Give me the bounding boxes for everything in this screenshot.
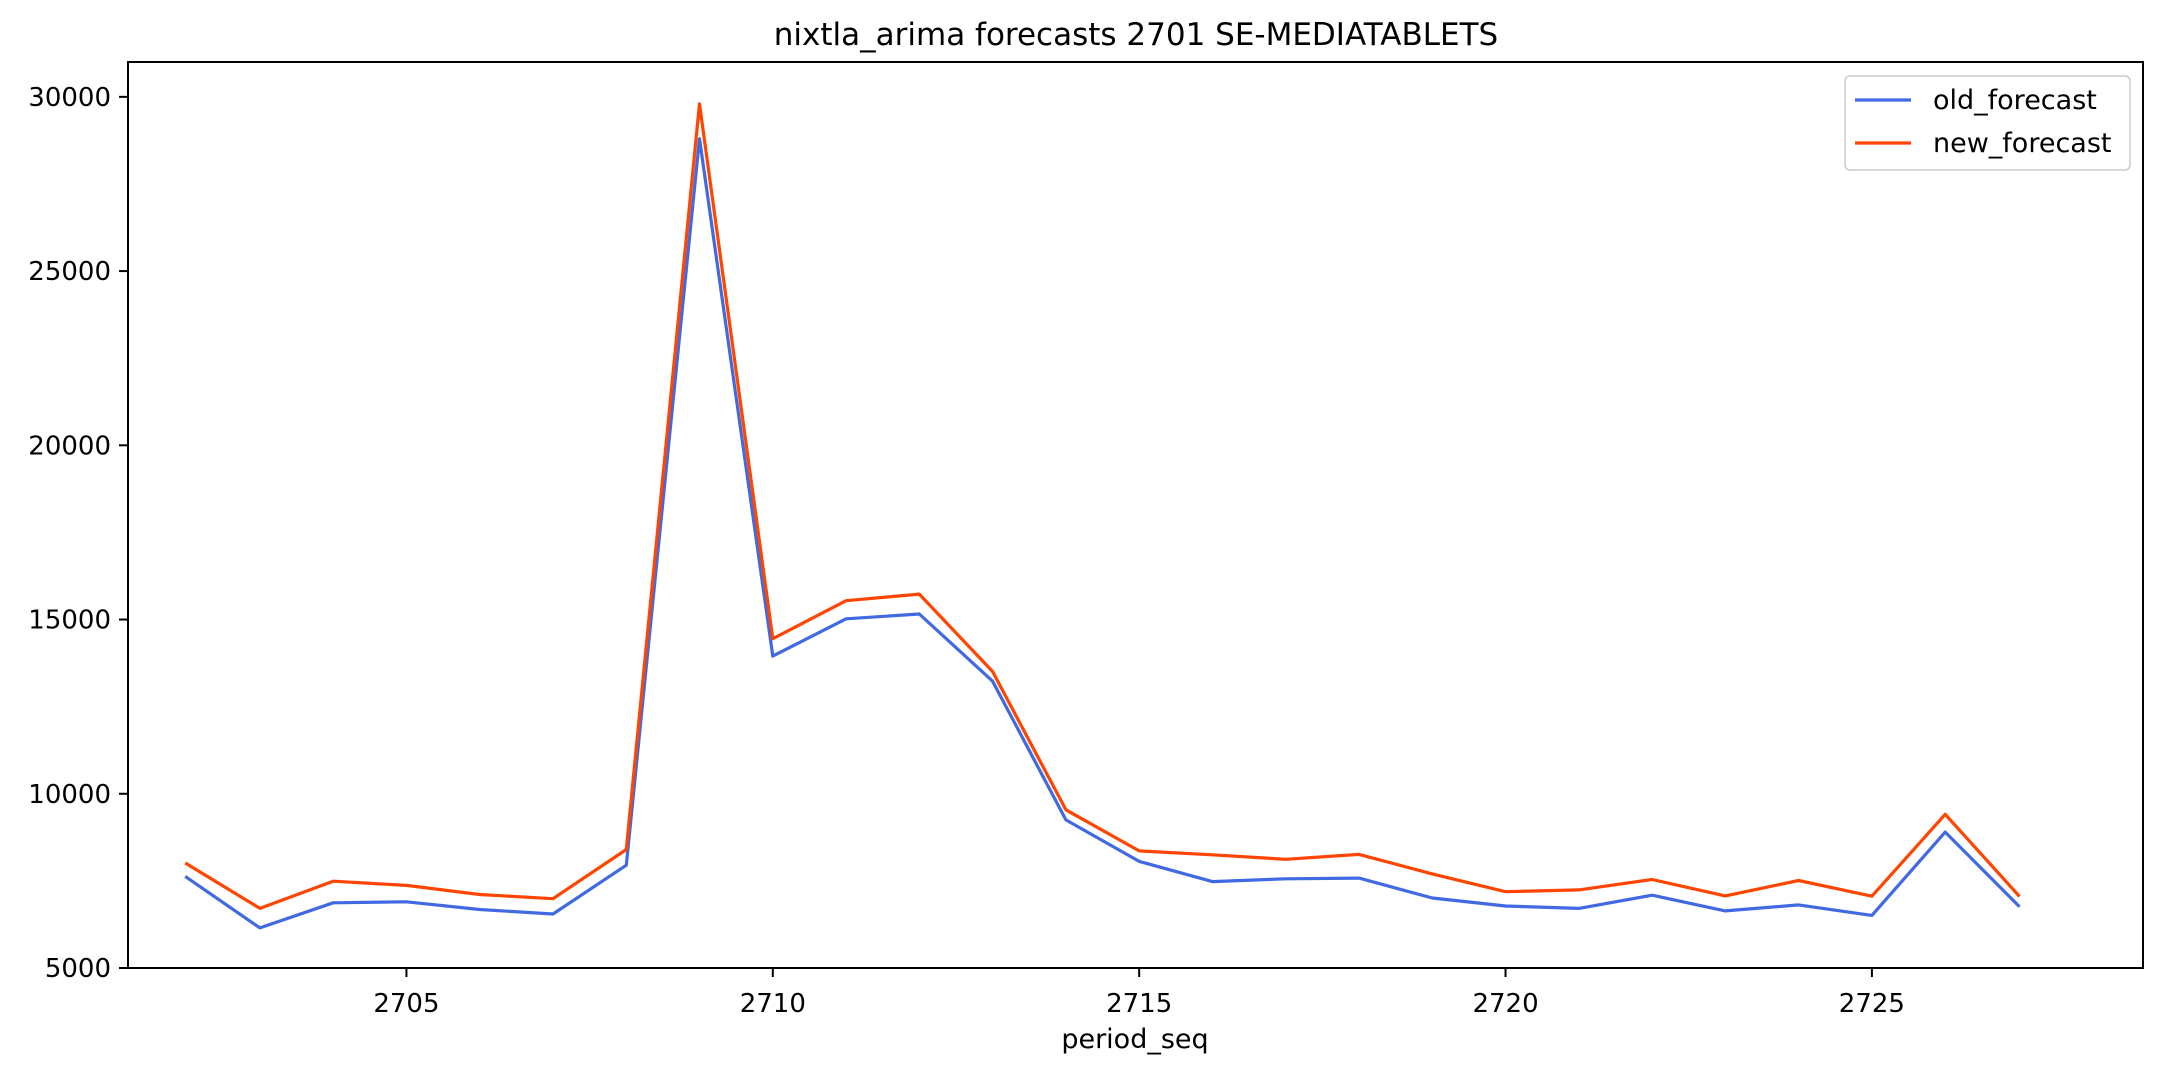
legend-label: new_forecast: [1933, 128, 2112, 159]
y-tick-label: 10000: [28, 780, 111, 810]
chart-title: nixtla_arima forecasts 2701 SE-MEDIATABL…: [774, 17, 1498, 53]
y-tick-label: 20000: [28, 431, 111, 461]
x-axis: 2705 2710 2715 2720 2725: [373, 968, 1905, 1019]
x-tick-label: 2705: [373, 989, 439, 1019]
series-line-new-forecast: [184, 102, 2021, 911]
x-tick-label: 2710: [740, 989, 806, 1019]
y-tick-label: 15000: [28, 606, 111, 636]
y-tick-label: 30000: [28, 83, 111, 113]
legend-box: [1844, 75, 2131, 171]
x-tick-label: 2715: [1106, 989, 1172, 1019]
legend-label: old_forecast: [1933, 85, 2097, 116]
series-layer: [184, 102, 2021, 930]
y-tick-label: 25000: [28, 257, 111, 287]
legend: old_forecast new_forecast: [1844, 75, 2131, 171]
x-tick-label: 2720: [1472, 989, 1538, 1019]
x-tick-label: 2725: [1839, 989, 1905, 1019]
plot-frame: [127, 61, 2144, 969]
x-axis-label: period_seq: [1061, 1024, 1208, 1055]
series-line-old-forecast: [184, 137, 2021, 930]
y-axis: 5000 10000 15000 20000 25000 30000: [28, 83, 128, 984]
y-tick-label: 5000: [45, 954, 111, 984]
